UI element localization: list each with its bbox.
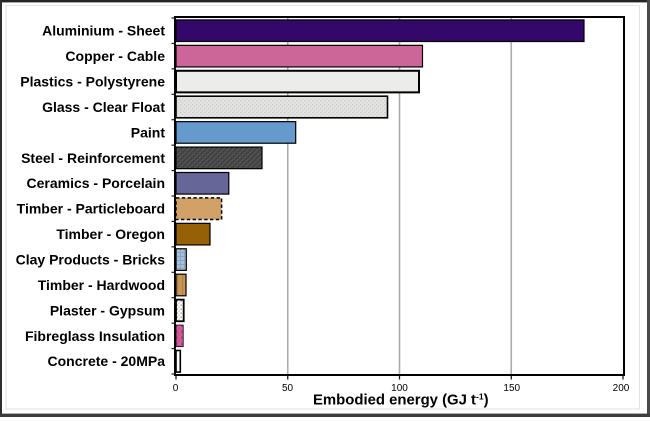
svg-text:100: 100 — [391, 383, 408, 394]
svg-text:Plaster - Gypsum: Plaster - Gypsum — [50, 302, 165, 318]
svg-text:200: 200 — [613, 383, 630, 394]
svg-text:Aluminium - Sheet: Aluminium - Sheet — [42, 23, 165, 39]
svg-text:Fibreglass Insulation: Fibreglass Insulation — [25, 328, 165, 344]
svg-text:Clay Products - Bricks: Clay Products - Bricks — [16, 251, 166, 267]
svg-text:150: 150 — [503, 383, 520, 394]
svg-text:50: 50 — [282, 383, 294, 394]
svg-text:Timber - Particleboard: Timber - Particleboard — [17, 201, 165, 217]
svg-text:Concrete - 20MPa: Concrete - 20MPa — [48, 353, 166, 369]
svg-text:Timber - Hardwood: Timber - Hardwood — [38, 277, 165, 293]
svg-text:Steel - Reinforcement: Steel - Reinforcement — [21, 150, 165, 166]
svg-text:Glass - Clear Float: Glass - Clear Float — [42, 99, 165, 115]
svg-text:Paint: Paint — [131, 124, 166, 140]
svg-text:Timber - Oregon: Timber - Oregon — [56, 226, 165, 242]
svg-text:Embodied energy (GJ t-1): Embodied energy (GJ t-1) — [313, 392, 489, 409]
svg-text:Ceramics - Porcelain: Ceramics - Porcelain — [26, 175, 165, 191]
svg-text:Copper - Cable: Copper - Cable — [65, 48, 165, 64]
svg-text:Plastics - Polystyrene: Plastics - Polystyrene — [20, 73, 165, 89]
svg-text:0: 0 — [173, 383, 179, 394]
